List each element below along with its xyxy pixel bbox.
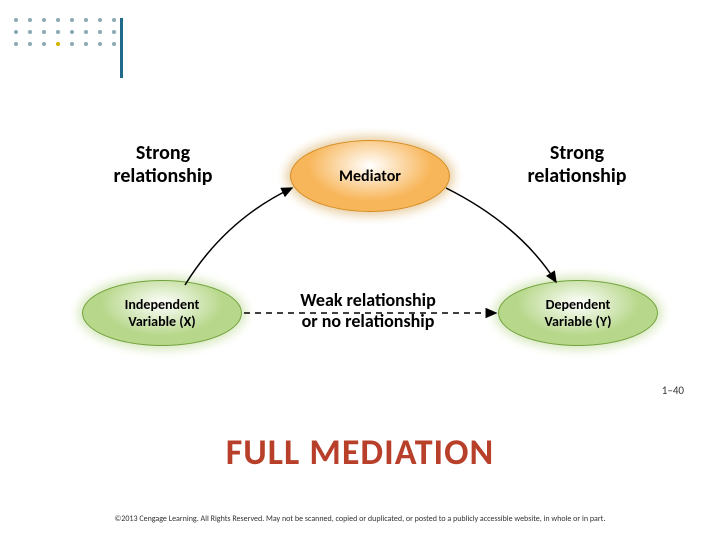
- node-mediator: Mediator: [290, 140, 450, 212]
- node-mediator-text: Mediator: [339, 167, 401, 186]
- label-strong-left: Strongrelationship: [88, 142, 238, 188]
- label-weak: Weak relationshipor no relationship: [268, 290, 468, 331]
- node-independent: IndependentVariable (X): [82, 280, 242, 346]
- mediation-diagram: Strongrelationship Strongrelationship Me…: [0, 130, 720, 380]
- page-number: 1–40: [662, 384, 684, 397]
- dot-grid: [14, 18, 116, 54]
- copyright-footnote: ©2013 Cengage Learning. All Rights Reser…: [0, 514, 720, 524]
- label-strong-right: Strongrelationship: [502, 142, 652, 188]
- vertical-accent-bar: [120, 18, 123, 78]
- node-dependent: DependentVariable (Y): [498, 280, 658, 346]
- node-dependent-text: DependentVariable (Y): [545, 296, 612, 330]
- node-independent-text: IndependentVariable (X): [125, 296, 200, 330]
- slide-heading: FULL MEDIATION: [0, 430, 720, 474]
